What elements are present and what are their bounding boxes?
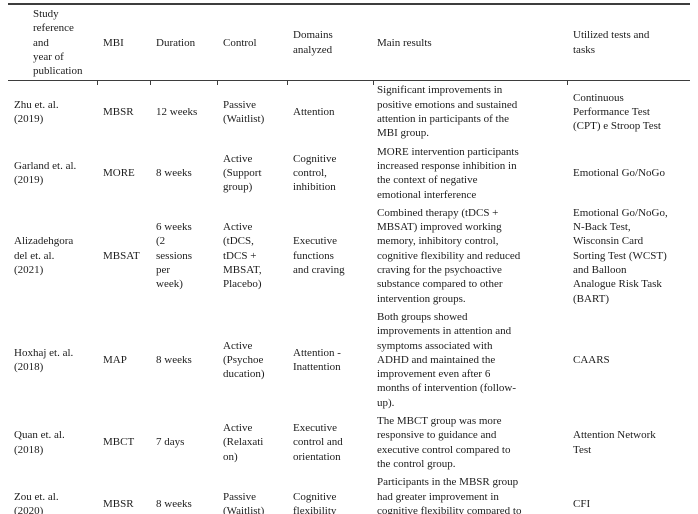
cell-mbi: MBCT xyxy=(103,436,135,449)
header-main-results: Main results xyxy=(377,36,432,49)
cell-control: Passive (Waitlist) xyxy=(217,80,287,143)
header-study-reference: Study reference and year of publication xyxy=(33,8,83,78)
table-body: Zhu et. al. (2019) MBSR 12 weeks Passive… xyxy=(8,80,690,514)
table-row: Zhu et. al. (2019) MBSR 12 weeks Passive… xyxy=(8,80,690,143)
header-domains-analyzed: Domains analyzed xyxy=(293,29,333,56)
cell-utilized-tests: Continuous Performance Test (CPT) e Stro… xyxy=(567,80,690,143)
cell-duration: 12 weeks xyxy=(150,80,217,143)
cell-mbi: MBSR xyxy=(97,80,150,143)
cell-mbi: MORE xyxy=(103,167,135,180)
cell-main-results: Significant improvements in positive emo… xyxy=(373,80,567,143)
cell-duration: 6 weeks (2 sessions per week) xyxy=(156,221,193,291)
cell-utilized-tests: CFI xyxy=(567,473,690,514)
cell-study-reference: Quan et. al. (2018) xyxy=(14,429,65,456)
cell-mbi: MAP xyxy=(103,353,127,366)
cell-mbi: MBSAT xyxy=(103,249,140,262)
table-row: Zou et. al. (2020) MBSR 8 weeks Passive … xyxy=(8,473,690,514)
table-row: Garland et. al. (2019) MORE 8 weeks Acti… xyxy=(8,143,690,204)
cell-domains-analyzed: Executive functions and craving xyxy=(293,235,345,277)
cell-control: Active (tDCS, tDCS + MBSAT, Placebo) xyxy=(223,221,262,291)
cell-main-results: MORE intervention participants increased… xyxy=(377,145,519,201)
table-row: Hoxhaj et. al. (2018) MAP 8 weeks Active… xyxy=(8,308,690,412)
header-row: Study reference and year of publication … xyxy=(8,4,690,81)
cell-utilized-tests: Attention Network Test xyxy=(573,429,656,456)
table-row: Alizadehgora del et. al. (2021) MBSAT 6 … xyxy=(8,204,690,308)
cell-study-reference: Zhu et. al. (2019) xyxy=(14,98,59,126)
cell-main-results: Both groups showed improvements in atten… xyxy=(377,310,517,409)
cell-control: Active (Support group) xyxy=(223,152,262,194)
cell-study-reference: Alizadehgora del et. al. (2021) xyxy=(14,235,74,277)
cell-mbi: MBSR xyxy=(97,473,150,514)
cell-domains-analyzed: Executive control and orientation xyxy=(293,422,343,463)
cell-duration: 7 days xyxy=(156,436,185,449)
cell-duration: 8 weeks xyxy=(156,353,192,366)
table-row: Quan et. al. (2018) MBCT 7 days Active (… xyxy=(8,412,690,473)
cell-duration: 8 weeks xyxy=(156,167,192,180)
cell-main-results: Combined therapy (tDCS + MBSAT) improved… xyxy=(377,206,521,305)
cell-utilized-tests: Emotional Go/NoGo, N-Back Test, Wisconsi… xyxy=(573,206,668,305)
cell-control: Active (Relaxati on) xyxy=(223,422,264,463)
table-header: Study reference and year of publication … xyxy=(8,4,690,81)
cell-control: Active (Psychoe ducation) xyxy=(223,339,265,381)
cell-utilized-tests: CAARS xyxy=(573,353,610,366)
cell-domains-analyzed: Attention xyxy=(287,80,373,143)
cell-study-reference: Zou et. al. (2020) xyxy=(14,490,59,514)
cell-main-results: Participants in the MBSR group had great… xyxy=(373,473,567,514)
cell-main-results: The MBCT group was more responsive to gu… xyxy=(377,415,511,470)
header-duration: Duration xyxy=(156,36,196,49)
cell-domains-analyzed: Cognitive flexibility xyxy=(287,473,373,514)
cell-control: Passive (Waitlist) xyxy=(217,473,287,514)
header-utilized-tests: Utilized tests and tasks xyxy=(573,29,650,56)
cell-domains-analyzed: Cognitive control, inhibition xyxy=(293,152,337,194)
mbi-studies-table: Study reference and year of publication … xyxy=(8,3,690,514)
cell-study-reference: Garland et. al. (2019) xyxy=(14,159,77,187)
header-mbi: MBI xyxy=(103,36,124,49)
cell-utilized-tests: Emotional Go/NoGo xyxy=(573,167,665,180)
cell-domains-analyzed: Attention - Inattention xyxy=(293,346,341,373)
header-control: Control xyxy=(223,36,257,49)
cell-study-reference: Hoxhaj et. al. (2018) xyxy=(14,346,74,373)
cell-duration: 8 weeks xyxy=(150,473,217,514)
